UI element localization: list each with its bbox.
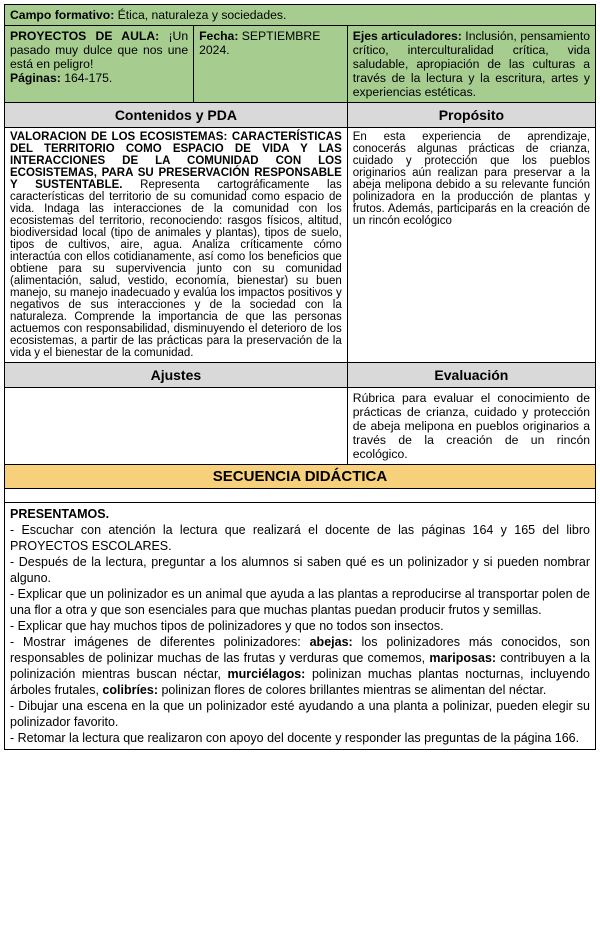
pres-l7: - Retomar la lectura que realizaron con … — [10, 731, 579, 745]
pres-l5e: polinizan flores de colores brillantes m… — [158, 683, 546, 697]
evaluacion-header: Evaluación — [347, 363, 595, 388]
ajustes-body — [5, 388, 348, 465]
pres-b2: mariposas: — [429, 651, 496, 665]
lesson-plan-table: Campo formativo: Ética, naturaleza y soc… — [4, 4, 596, 750]
ejes-label: Ejes articuladores: — [353, 29, 462, 43]
evaluacion-body: Rúbrica para evaluar el conocimiento de … — [347, 388, 595, 465]
ejes-cell: Ejes articuladores: Inclusión, pensamien… — [347, 26, 595, 103]
fecha-cell: Fecha: SEPTIEMBRE 2024. — [194, 26, 348, 103]
pres-l5a: - Mostrar imágenes de diferentes poliniz… — [10, 635, 310, 649]
paginas-value: 164-175. — [61, 71, 113, 85]
campo-label: Campo formativo: — [10, 8, 114, 22]
pres-b1: abejas: — [310, 635, 353, 649]
campo-formativo-row: Campo formativo: Ética, naturaleza y soc… — [5, 5, 596, 26]
campo-value: Ética, naturaleza y sociedades. — [114, 8, 286, 22]
pres-l4: - Explicar que hay muchos tipos de polin… — [10, 619, 444, 633]
proposito-body: En esta experiencia de aprendizaje, cono… — [347, 128, 595, 363]
presentamos-body: PRESENTAMOS. - Escuchar con atención la … — [5, 503, 596, 750]
pres-l3: - Explicar que un polinizador es un anim… — [10, 587, 590, 617]
secuencia-header: SECUENCIA DIDÁCTICA — [5, 465, 596, 489]
proposito-header: Propósito — [347, 103, 595, 128]
fecha-label: Fecha: — [199, 29, 238, 43]
pres-b3: murciélagos: — [228, 667, 306, 681]
contenidos-body: VALORACION DE LOS ECOSISTEMAS: CARACTERÍ… — [5, 128, 348, 363]
pres-l1: - Escuchar con atención la lectura que r… — [10, 523, 590, 553]
spacer-row — [5, 489, 596, 503]
pres-b4: colibríes: — [102, 683, 158, 697]
ajustes-header: Ajustes — [5, 363, 348, 388]
pres-l2: - Después de la lectura, preguntar a los… — [10, 555, 590, 585]
proyectos-label: PROYECTOS DE AULA: — [10, 29, 168, 43]
contenidos-header: Contenidos y PDA — [5, 103, 348, 128]
pres-l6: - Dibujar una escena en la que un polini… — [10, 699, 590, 729]
presentamos-title: PRESENTAMOS. — [10, 507, 109, 521]
paginas-label: Páginas: — [10, 71, 61, 85]
contenidos-text: Representa cartográficamente las caracte… — [10, 179, 342, 359]
proyectos-cell: PROYECTOS DE AULA: ¡Un pasado muy dulce … — [5, 26, 194, 103]
